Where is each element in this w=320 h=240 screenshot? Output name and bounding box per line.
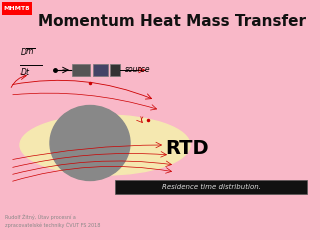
- Text: Residence time distribution.: Residence time distribution.: [162, 184, 260, 190]
- Text: Momentum Heat Mass Transfer: Momentum Heat Mass Transfer: [38, 14, 306, 29]
- FancyBboxPatch shape: [115, 180, 307, 194]
- Text: Rudolf Žitný, Útav procesní a
zpracovatelské techniky ČVUT FS 2018: Rudolf Žitný, Útav procesní a zpracovate…: [5, 214, 100, 228]
- Ellipse shape: [50, 106, 130, 180]
- Text: source: source: [125, 66, 151, 74]
- FancyBboxPatch shape: [2, 2, 32, 15]
- FancyBboxPatch shape: [72, 64, 90, 76]
- Ellipse shape: [20, 115, 190, 175]
- Text: RTD: RTD: [165, 138, 209, 157]
- Text: $Dt$: $Dt$: [20, 66, 31, 77]
- FancyBboxPatch shape: [110, 64, 120, 76]
- Text: MHMT8: MHMT8: [4, 6, 30, 12]
- FancyBboxPatch shape: [93, 64, 108, 76]
- Text: $D\overline{m}$: $D\overline{m}$: [20, 46, 35, 57]
